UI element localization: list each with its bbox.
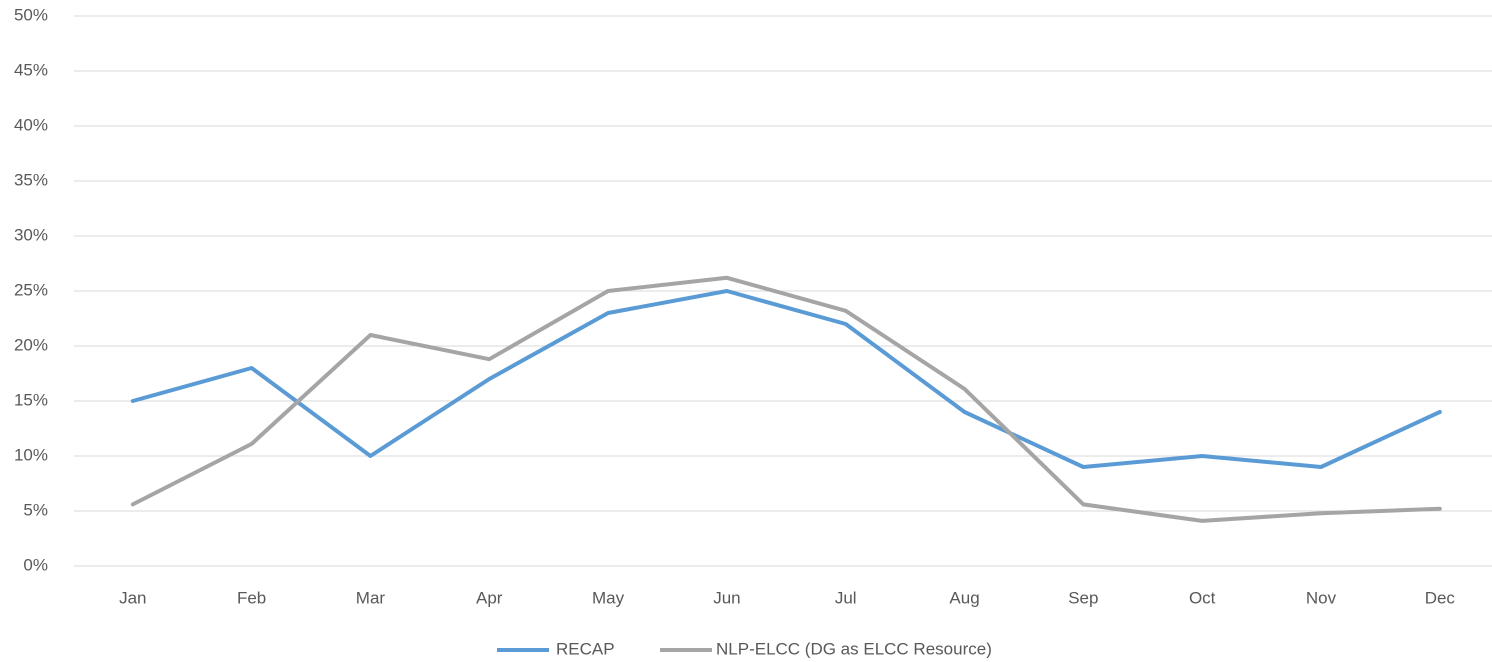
series-line (130, 275, 1442, 523)
y-tick-label: 15% (14, 390, 48, 409)
x-tick-label: Feb (237, 588, 266, 607)
x-tick-label: Dec (1425, 588, 1456, 607)
y-tick-label: 50% (14, 5, 48, 24)
y-tick-label: 20% (14, 335, 48, 354)
x-tick-label: Sep (1068, 588, 1098, 607)
x-tick-label: Nov (1306, 588, 1337, 607)
y-tick-label: 45% (14, 60, 48, 79)
legend-label: NLP-ELCC (DG as ELCC Resource) (716, 639, 992, 658)
x-tick-label: Oct (1189, 588, 1216, 607)
y-tick-label: 5% (23, 500, 48, 519)
x-tick-label: Jul (835, 588, 857, 607)
x-tick-label: May (592, 588, 625, 607)
x-tick-label: Apr (476, 588, 503, 607)
legend-label: RECAP (556, 639, 615, 658)
x-tick-label: Jun (713, 588, 740, 607)
y-tick-label: 10% (14, 445, 48, 464)
y-tick-label: 40% (14, 115, 48, 134)
y-tick-label: 30% (14, 225, 48, 244)
x-tick-label: Mar (356, 588, 386, 607)
x-tick-label: Aug (949, 588, 979, 607)
x-tick-label: Jan (119, 588, 146, 607)
series-line (130, 289, 1442, 469)
y-tick-label: 0% (23, 555, 48, 574)
y-tick-label: 25% (14, 280, 48, 299)
y-tick-label: 35% (14, 170, 48, 189)
